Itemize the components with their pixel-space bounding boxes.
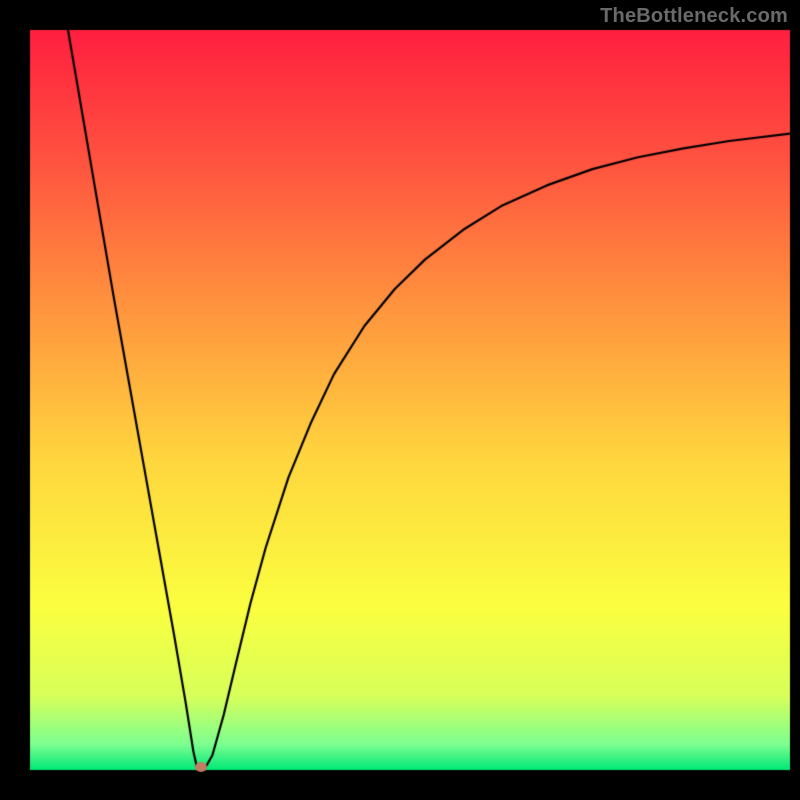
- chart-stage: TheBottleneck.com: [0, 0, 800, 800]
- bottleneck-curve-canvas: [0, 0, 800, 800]
- watermark-label: TheBottleneck.com: [600, 5, 788, 28]
